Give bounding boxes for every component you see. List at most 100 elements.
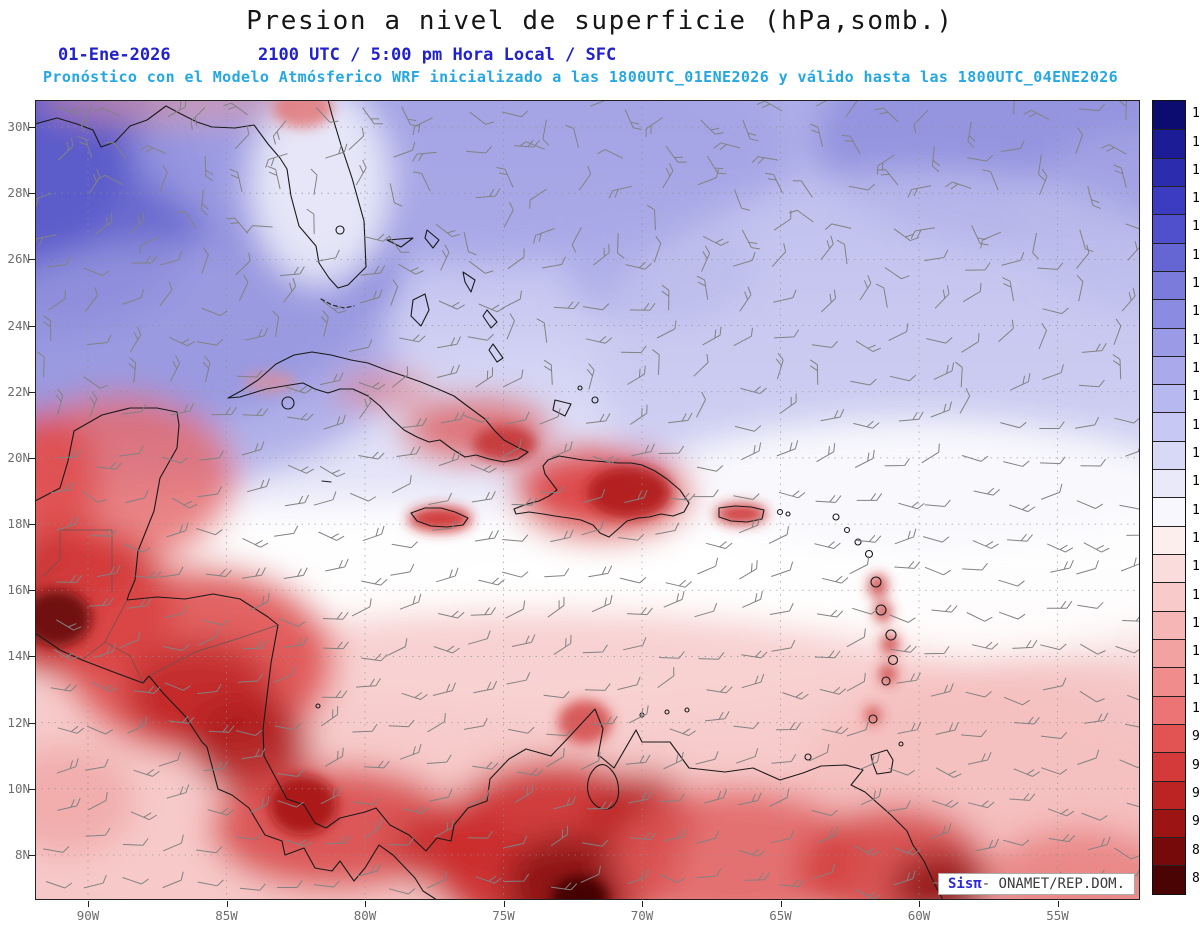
lon-label: 80W [353,908,377,923]
colorbar-cell [1153,214,1185,243]
colorbar-label: 1018 [1192,361,1200,377]
lat-tick [29,391,35,393]
colorbar-label: 1016 [1192,417,1200,433]
colorbar-label: 1019 [1192,332,1200,348]
colorbar-label: 1004 [1192,644,1200,660]
coastline-hispaniola [513,455,690,538]
colorbar-cell [1153,525,1185,554]
colorbar-cell [1153,157,1185,186]
lon-tick [1057,901,1059,907]
colorbar-label: 1028 [1192,219,1200,235]
lat-tick [29,259,35,261]
colorbar-label: 1000 [1192,700,1200,716]
colorbar-cell [1153,667,1185,696]
coastline-virgin-islands-2 [785,511,791,517]
colorbar-label: 1002 [1192,672,1200,688]
lat-label: 16N [7,582,30,598]
colorbar-cell [1153,752,1185,781]
coastline-jamaica [410,507,469,528]
weather-map [35,100,1140,900]
lat-tick [29,127,35,128]
colorbar-label: 1013 [1192,502,1200,518]
colorbar-label: 1017 [1192,389,1200,405]
country-borders [42,529,279,684]
pressure-shading-large [35,100,1140,900]
colorbar-cell [1153,554,1185,583]
colorbar-label: 1050 [1192,106,1200,122]
colorbar-cell [1153,355,1185,385]
colorbar-label: 970 [1192,757,1200,773]
lat-label: 14N [7,648,30,664]
coastline-puerto-rico [718,505,765,523]
lon-label: 70W [630,908,654,923]
colorbar-cell [1153,469,1185,498]
coastline-central-america-pacific [35,632,438,900]
lat-label: 22N [7,383,30,399]
colorbar-label: 1015 [1192,446,1200,461]
coastline-caicos [577,385,583,391]
colorbar-label: 990 [1192,729,1200,745]
colorbar-cell [1153,865,1185,894]
lon-tick [226,901,228,907]
lon-label: 65W [769,908,792,923]
lat-label: 8N [14,847,30,862]
lon-label: 60W [907,908,931,923]
forecast-date: 01-Ene-2026 [58,45,171,65]
colorbar-cell [1153,327,1185,356]
lat-tick [29,656,35,658]
page-title: Presion a nivel de superficie (hPa,somb.… [246,6,954,36]
colorbar-label: 800 [1192,870,1200,886]
lon-tick [919,901,920,907]
lon-tick [642,901,643,907]
lon-tick [88,901,89,907]
credit-org: - ONAMET/REP.DOM. [981,876,1125,892]
colorbar-label: 1014 [1192,474,1200,490]
colorbar-cell [1153,270,1185,300]
colorbar-cell [1153,384,1185,413]
lon-label: 90W [76,908,100,923]
forecast-description: Pronóstico con el Modelo Atmósferico WRF… [43,68,1119,86]
coastline-florida-keys [320,298,355,309]
colorbar-cell [1153,808,1185,838]
colorbar-labels: 1050 1040 1035 1030 1028 1025 1022 1020 1019 1018… [1192,100,1200,895]
lat-tick [29,788,35,790]
colorbar-cell [1153,610,1185,639]
lat-label: 18N [7,516,30,532]
colorbar-label: 1025 [1192,247,1200,263]
coastline-central-america-caribbean [35,407,944,900]
coastline-bahamas [386,229,572,417]
colorbar-label: 1040 [1192,134,1200,150]
colorbar-label: 1010 [1192,559,1200,575]
forecast-time-row: 01-Ene-2026 2100 UTC / 5:00 pm Hora Loca… [0,45,1200,65]
coastline-margarita [804,753,812,761]
lon-label: 75W [492,908,515,923]
colorbar-label: 1035 [1192,162,1200,178]
colorbar-cell [1153,780,1185,809]
colorbar-label: 1022 [1192,276,1200,292]
lat-label: 28N [7,185,30,201]
lon-tick [503,901,505,907]
map-frame [35,100,1140,900]
colorbar-cell [1153,412,1185,441]
map-area: Sisπ- ONAMET/REP.DOM. [35,100,1140,900]
credit-app-name: Sisπ [947,876,982,892]
colorbar-cell [1153,299,1185,328]
lon-label: 85W [215,908,238,923]
lake-maracaibo [586,763,620,810]
colorbar-cell [1153,723,1185,753]
lon-label: 55W [1046,908,1069,923]
colorbar-cell [1153,440,1185,470]
lat-tick [29,524,35,526]
colorbar-cell [1153,185,1185,215]
coastline-cuba [227,351,529,463]
lat-tick [29,325,35,327]
coastline-bonaire [684,707,690,713]
colorbar-label: 850 [1192,842,1200,858]
lat-label: 12N [7,714,30,730]
coastline-turks [591,396,599,404]
lat-label: 24N [7,317,30,333]
coastline-san-andres [315,703,321,709]
colorbar-label: 900 [1192,814,1200,830]
lat-label: 26N [7,251,30,267]
colorbar-label: 950 [1192,785,1200,801]
